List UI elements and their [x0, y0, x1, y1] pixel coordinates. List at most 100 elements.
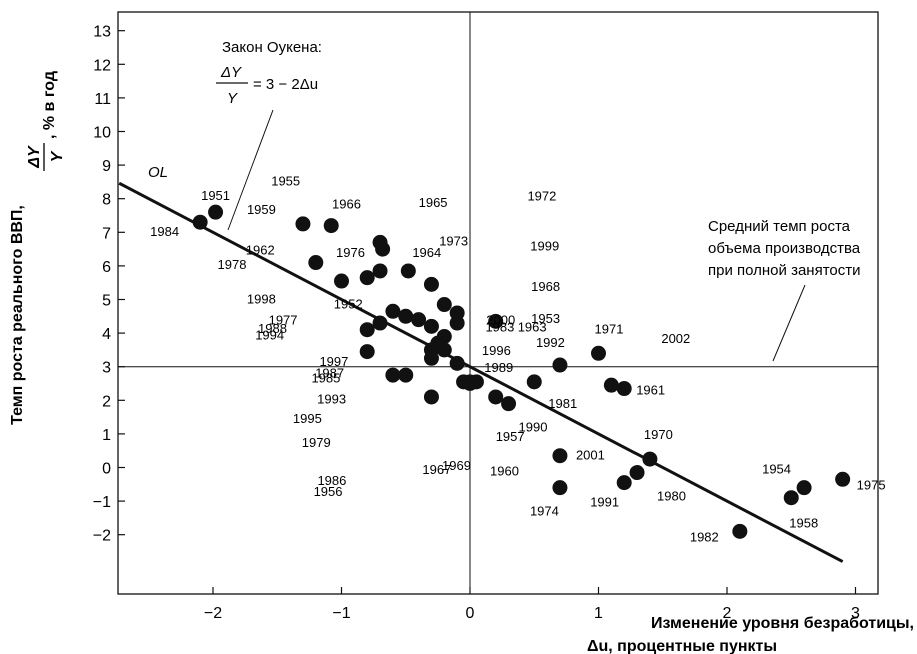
guide-lines-group [118, 12, 878, 594]
y-tick-label: −1 [93, 494, 111, 511]
year-label-1955: 1955 [271, 174, 300, 189]
data-point-1993 [449, 355, 465, 371]
year-label-1958: 1958 [789, 516, 818, 531]
year-label-1975: 1975 [857, 477, 886, 492]
data-point-1964 [400, 263, 416, 279]
year-label-1953: 1953 [531, 311, 560, 326]
y-tick-label: 4 [102, 326, 111, 343]
data-points-group [192, 204, 851, 539]
x-tick-label: 2 [723, 605, 732, 622]
y-tick-label: 0 [102, 461, 111, 478]
data-point-1985 [423, 350, 439, 366]
year-label-1987: 1987 [315, 366, 344, 381]
year-label-1963: 1963 [518, 319, 547, 334]
x-axis-label-line1: Изменение уровня безработицы, [651, 615, 914, 632]
data-point-1979 [398, 367, 414, 383]
x-tick-label: 0 [466, 605, 475, 622]
year-label-1985: 1985 [311, 370, 340, 385]
y-axis-label: Темп роста реального ВВП, ΔY Y , % в год [9, 71, 66, 425]
year-label-1977: 1977 [269, 313, 298, 328]
data-point-1975 [835, 471, 851, 487]
year-label-1984: 1984 [150, 224, 179, 239]
okun-regression-line [118, 181, 844, 563]
data-point-1973 [359, 270, 375, 286]
year-label-1986: 1986 [317, 473, 346, 488]
okun-frac-denominator: Y [227, 90, 238, 107]
data-point-1984 [192, 214, 208, 230]
data-point-1976 [372, 263, 388, 279]
year-label-1974: 1974 [530, 504, 559, 519]
year-label-1990: 1990 [519, 420, 548, 435]
data-point-1986 [423, 389, 439, 405]
y-tick-label: 7 [102, 225, 111, 242]
data-point-1990 [501, 396, 517, 412]
okun-line-label: OL [148, 164, 168, 181]
y-tick-label: 11 [94, 91, 111, 108]
y-tick-label: 1 [102, 427, 111, 444]
data-point-1962 [308, 255, 324, 271]
y-tick-label: −2 [93, 528, 111, 545]
year-label-1959: 1959 [247, 202, 276, 217]
x-axis-label-line2: Δu, процентные пункты [587, 638, 777, 654]
data-point-1998 [385, 303, 401, 319]
year-label-1978: 1978 [218, 257, 247, 272]
year-label-1993: 1993 [317, 391, 346, 406]
data-point-1971 [591, 345, 606, 361]
data-point-1999 [436, 297, 452, 313]
data-point-1960 [462, 376, 478, 391]
y-tick-label: 12 [93, 57, 111, 74]
data-point-1995 [385, 367, 401, 383]
okun-formula-leader [227, 109, 274, 231]
x-tick-label: −1 [332, 605, 350, 622]
year-labels-group: 1951 1984 1955 1959 1966 1965 1962 1976 1964 1978… [150, 174, 885, 545]
year-label-1972: 1972 [527, 188, 556, 203]
x-tick-label: 1 [594, 605, 603, 622]
year-label-1952: 1952 [334, 296, 363, 311]
y-axis-frac-denominator: Y [49, 150, 66, 162]
avg-growth-text-1: Средний темп роста [708, 218, 851, 235]
year-label-1991: 1991 [590, 495, 619, 510]
year-label-1976: 1976 [336, 245, 365, 260]
data-point-1980 [629, 465, 645, 481]
year-label-1970: 1970 [644, 427, 673, 442]
y-tick-label: 10 [93, 125, 111, 142]
year-label-1979: 1979 [302, 435, 331, 450]
year-label-1962: 1962 [246, 243, 275, 258]
data-point-1958 [783, 490, 799, 506]
data-point-1957 [488, 389, 504, 405]
plot-frame [117, 11, 879, 595]
year-label-1973: 1973 [439, 234, 468, 249]
year-label-2002: 2002 [661, 331, 690, 346]
okun-formula-rhs: = 3 − 2Δu [253, 76, 318, 93]
avg-growth-leader [772, 284, 806, 362]
data-point-1977 [411, 312, 427, 328]
year-label-1969: 1969 [442, 458, 471, 473]
data-point-1981 [526, 374, 542, 390]
year-label-2001: 2001 [576, 448, 605, 463]
year-label-1964: 1964 [412, 245, 441, 260]
data-point-1965 [375, 241, 391, 257]
data-point-1974 [552, 480, 568, 496]
year-label-1983: 1983 [485, 319, 514, 334]
data-point-1955 [323, 218, 339, 234]
data-point-1991 [616, 475, 632, 491]
year-label-1980: 1980 [657, 489, 686, 504]
data-point-1983 [423, 318, 439, 334]
year-label-1982: 1982 [690, 529, 719, 544]
data-point-1972 [423, 276, 439, 292]
data-point-1959 [295, 216, 311, 232]
y-axis-label-line1: Темп роста реального ВВП, [9, 205, 26, 425]
data-point-1988 [372, 315, 388, 331]
year-label-1981: 1981 [548, 396, 577, 411]
data-point-1954 [796, 480, 812, 496]
data-point-1952 [398, 308, 414, 324]
avg-growth-text-2: объема производства [708, 240, 861, 257]
data-point-2002 [603, 377, 619, 393]
year-label-1966: 1966 [332, 196, 361, 211]
year-label-1997: 1997 [319, 354, 348, 369]
year-label-1989: 1989 [484, 360, 513, 375]
y-axis-frac-numerator: ΔY [26, 145, 43, 169]
year-label-1951: 1951 [201, 188, 230, 203]
